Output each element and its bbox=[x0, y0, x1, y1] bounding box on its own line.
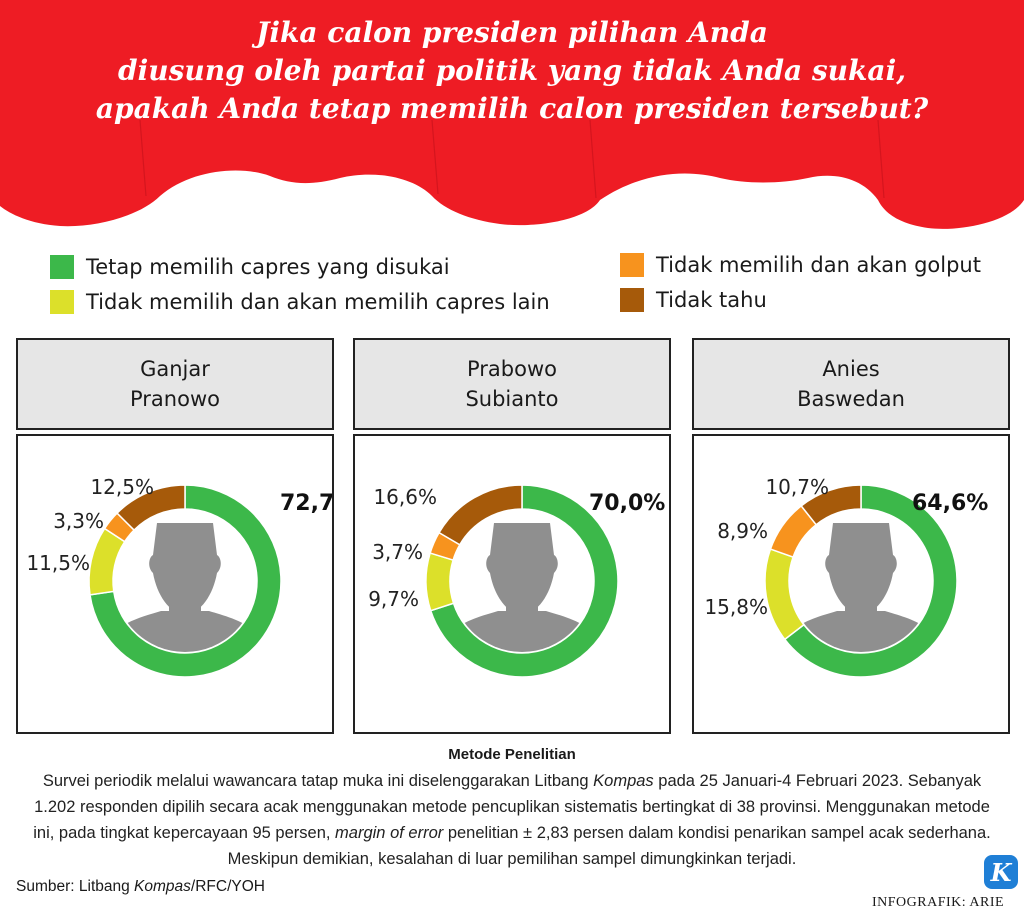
data-label: 64,6% bbox=[912, 491, 988, 516]
legend-swatch-green bbox=[50, 255, 74, 279]
method-text-part: Survei periodik melalui wawancara tatap … bbox=[42, 772, 594, 790]
method-text-emphasis: Kompas bbox=[593, 772, 654, 790]
candidate-card-anies: 64,6% 15,8% 8,9% 10,7% bbox=[692, 434, 1010, 734]
donut-segment-tidak-tahu bbox=[438, 484, 523, 546]
donut-segment-capres-lain bbox=[764, 548, 805, 641]
silhouette-body bbox=[114, 611, 256, 652]
legend-label: Tidak memilih dan akan memilih capres la… bbox=[86, 290, 550, 314]
source-note: Sumber: Litbang Kompas/RFC/YOH bbox=[16, 878, 265, 896]
data-label: 12,5% bbox=[90, 475, 154, 499]
data-label: 3,7% bbox=[372, 540, 423, 564]
legend-label: Tetap memilih capres yang disukai bbox=[86, 255, 450, 279]
data-label: 70,0% bbox=[589, 491, 665, 516]
candidate-silhouette-icon bbox=[790, 523, 932, 652]
candidate-name-line-2: Pranowo bbox=[130, 387, 220, 411]
method-text-emphasis: margin of error bbox=[335, 824, 444, 842]
source-suffix: /RFC/YOH bbox=[190, 878, 265, 895]
method-text: Survei periodik melalui wawancara tatap … bbox=[22, 768, 1002, 872]
chart-title: Jika calon presiden pilihan Anda diusung… bbox=[0, 14, 1024, 128]
candidate-header-anies: Anies Baswedan bbox=[692, 338, 1010, 430]
silhouette-head bbox=[825, 523, 897, 615]
source-emphasis: Kompas bbox=[134, 878, 191, 895]
donut-chart-anies: 64,6% 15,8% 8,9% 10,7% bbox=[704, 475, 988, 678]
donut-segment-tidak-tahu bbox=[800, 484, 862, 526]
method-title: Metode Penelitian bbox=[448, 746, 576, 763]
candidate-name-line-1: Anies bbox=[822, 357, 880, 381]
data-label: 3,3% bbox=[53, 509, 104, 533]
title-line-2: diusung oleh partai politik yang tidak A… bbox=[118, 54, 906, 87]
legend-label: Tidak tahu bbox=[656, 288, 767, 312]
infographic-credit: INFOGRAFIK: ARIE bbox=[872, 895, 1005, 910]
kompas-logo-icon: K bbox=[984, 855, 1018, 889]
donut-chart-prabowo: 70,0% 9,7% 3,7% 16,6% bbox=[368, 484, 665, 678]
candidate-name-line-1: Ganjar bbox=[140, 357, 210, 381]
candidate-header-ganjar: Ganjar Pranowo bbox=[16, 338, 334, 430]
legend-item-tetap: Tetap memilih capres yang disukai bbox=[50, 253, 450, 281]
legend-item-tidak-tahu: Tidak tahu bbox=[620, 286, 767, 314]
method-text-part: penelitian ± 2,83 persen dalam kondisi p… bbox=[227, 824, 991, 868]
donut-segment-capres-lain bbox=[425, 552, 455, 612]
candidate-name-line-1: Prabowo bbox=[467, 357, 557, 381]
data-label: 15,8% bbox=[704, 595, 768, 619]
legend-swatch-brown bbox=[620, 288, 644, 312]
data-label: 16,6% bbox=[373, 485, 437, 509]
legend-item-golput: Tidak memilih dan akan golput bbox=[620, 251, 981, 279]
donut-segment-tidak-tahu bbox=[116, 484, 186, 532]
silhouette-neck bbox=[169, 599, 201, 619]
donut-chart-ganjar: 72,7% 11,5% 3,3% 12,5% bbox=[26, 475, 332, 678]
silhouette-head bbox=[486, 523, 558, 615]
data-label: 72,7% bbox=[280, 491, 332, 516]
silhouette-head bbox=[149, 523, 221, 615]
legend-swatch-orange bbox=[620, 253, 644, 277]
data-label: 9,7% bbox=[368, 587, 419, 611]
legend-item-capres-lain: Tidak memilih dan akan memilih capres la… bbox=[50, 288, 550, 316]
candidate-name-line-2: Subianto bbox=[465, 387, 559, 411]
silhouette-neck bbox=[845, 599, 877, 619]
candidate-header-prabowo: Prabowo Subianto bbox=[353, 338, 671, 430]
title-line-1: Jika calon presiden pilihan Anda bbox=[256, 16, 768, 49]
data-label: 11,5% bbox=[26, 551, 90, 575]
candidate-name-line-2: Baswedan bbox=[797, 387, 905, 411]
legend-label: Tidak memilih dan akan golput bbox=[656, 253, 981, 277]
silhouette-neck bbox=[506, 599, 538, 619]
silhouette-body bbox=[451, 611, 593, 652]
data-label: 8,9% bbox=[717, 519, 768, 543]
silhouette-body bbox=[790, 611, 932, 652]
donut-segment-tetap bbox=[89, 484, 282, 678]
candidate-silhouette-icon bbox=[114, 523, 256, 652]
header-banner bbox=[0, 0, 1024, 229]
legend-swatch-yellow bbox=[50, 290, 74, 314]
donut-segment-tetap bbox=[783, 484, 958, 678]
logo-letter: K bbox=[990, 858, 1013, 887]
candidate-card-prabowo: 70,0% 9,7% 3,7% 16,6% bbox=[353, 434, 671, 734]
title-line-3: apakah Anda tetap memilih calon presiden… bbox=[95, 92, 929, 125]
data-label: 10,7% bbox=[765, 475, 829, 499]
candidate-silhouette-icon bbox=[451, 523, 593, 652]
candidate-card-ganjar: 72,7% 11,5% 3,3% 12,5% bbox=[16, 434, 334, 734]
source-prefix: Sumber: Litbang bbox=[16, 878, 135, 895]
method-text-part: pada 25 Januari-4 Februari 2023. Sebanya… bbox=[33, 772, 990, 842]
donut-segment-tetap bbox=[429, 484, 619, 678]
